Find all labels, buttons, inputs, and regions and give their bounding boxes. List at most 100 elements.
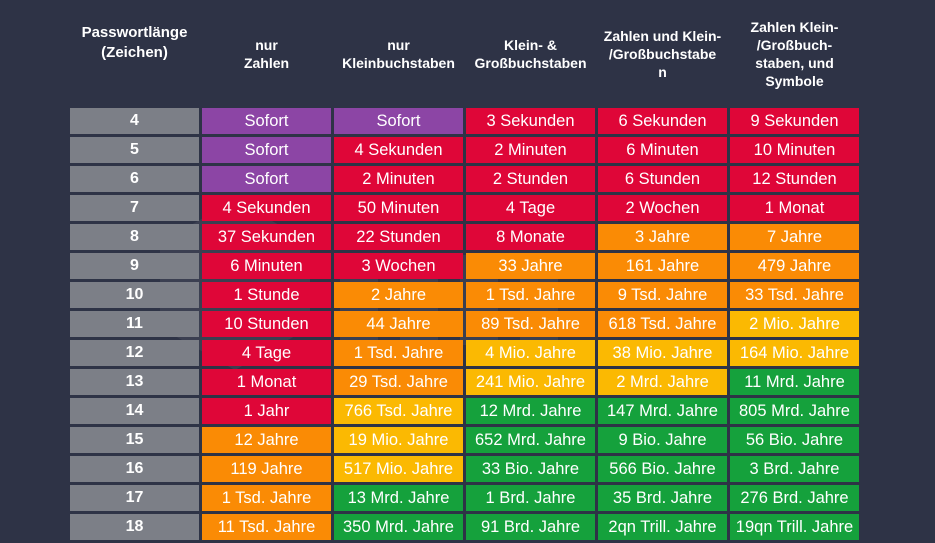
password-length-cell: 11 — [70, 311, 199, 337]
crack-time-cell: 1 Stunde — [202, 282, 331, 308]
crack-time-cell: 4 Sekunden — [334, 137, 463, 163]
crack-time-cell: 33 Bio. Jahre — [466, 456, 595, 482]
crack-time-cell: 9 Sekunden — [730, 108, 859, 134]
crack-time-cell: 766 Tsd. Jahre — [334, 398, 463, 424]
crack-time-cell: 276 Brd. Jahre — [730, 485, 859, 511]
crack-time-cell: 1 Tsd. Jahre — [334, 340, 463, 366]
crack-time-cell: 517 Mio. Jahre — [334, 456, 463, 482]
crack-time-cell: 3 Jahre — [598, 224, 727, 250]
crack-time-cell: 2 Minuten — [334, 166, 463, 192]
table-row: 18 11 Tsd. Jahre 350 Mrd. Jahre 91 Brd. Jah… — [70, 514, 859, 540]
crack-time-cell: 9 Tsd. Jahre — [598, 282, 727, 308]
crack-time-cell: 7 Jahre — [730, 224, 859, 250]
crack-time-cell: Sofort — [202, 166, 331, 192]
crack-time-cell: 4 Tage — [466, 195, 595, 221]
password-length-cell: 4 — [70, 108, 199, 134]
password-length-cell: 5 — [70, 137, 199, 163]
password-length-cell: 10 — [70, 282, 199, 308]
table-row: 16 119 Jahre 517 Mio. Jahre 33 Bio. Jahre 56… — [70, 456, 859, 482]
crack-time-cell: 9 Bio. Jahre — [598, 427, 727, 453]
crack-time-cell: 19qn Trill. Jahre — [730, 514, 859, 540]
crack-time-cell: 1 Jahr — [202, 398, 331, 424]
crack-time-cell: 3 Brd. Jahre — [730, 456, 859, 482]
crack-time-cell: 164 Mio. Jahre — [730, 340, 859, 366]
crack-time-cell: 2 Stunden — [466, 166, 595, 192]
crack-time-cell: 33 Jahre — [466, 253, 595, 279]
crack-time-cell: 33 Tsd. Jahre — [730, 282, 859, 308]
password-length-cell: 17 — [70, 485, 199, 511]
header-numbers-mixed-case: Zahlen und Klein-/Großbuchstabe n — [603, 28, 722, 80]
crack-time-cell: 1 Tsd. Jahre — [466, 282, 595, 308]
crack-time-cell: 29 Tsd. Jahre — [334, 369, 463, 395]
crack-time-cell: 479 Jahre — [730, 253, 859, 279]
crack-time-cell: 1 Monat — [202, 369, 331, 395]
crack-time-cell: 6 Minuten — [598, 137, 727, 163]
password-length-cell: 14 — [70, 398, 199, 424]
crack-time-cell: 12 Stunden — [730, 166, 859, 192]
crack-time-cell: Sofort — [202, 137, 331, 163]
crack-time-cell: Sofort — [334, 108, 463, 134]
password-length-cell: 9 — [70, 253, 199, 279]
crack-time-cell: 2 Minuten — [466, 137, 595, 163]
crack-time-cell: 10 Minuten — [730, 137, 859, 163]
crack-time-cell: 11 Tsd. Jahre — [202, 514, 331, 540]
crack-time-cell: 350 Mrd. Jahre — [334, 514, 463, 540]
password-length-cell: 13 — [70, 369, 199, 395]
crack-time-cell: 2qn Trill. Jahre — [598, 514, 727, 540]
table-row: 15 12 Jahre 19 Mio. Jahre 652 Mrd. Jahre 9 B… — [70, 427, 859, 453]
crack-time-cell: 6 Sekunden — [598, 108, 727, 134]
crack-time-cell: 241 Mio. Jahre — [466, 369, 595, 395]
crack-time-cell: 12 Jahre — [202, 427, 331, 453]
crack-time-cell: 8 Monate — [466, 224, 595, 250]
password-length-cell: 18 — [70, 514, 199, 540]
header-numbers-mixed-case-symbols: Zahlen Klein-/Großbuch-staben, und Symbol… — [750, 19, 839, 89]
crack-time-cell: 10 Stunden — [202, 311, 331, 337]
table-row: 12 4 Tage 1 Tsd. Jahre 4 Mio. Jahre 38 Mio. … — [70, 340, 859, 366]
password-length-cell: 8 — [70, 224, 199, 250]
crack-time-cell: 44 Jahre — [334, 311, 463, 337]
table-row: 11 10 Stunden 44 Jahre 89 Tsd. Jahre 618 Tsd… — [70, 311, 859, 337]
crack-time-cell: 50 Minuten — [334, 195, 463, 221]
crack-time-cell: 6 Stunden — [598, 166, 727, 192]
crack-time-cell: 3 Sekunden — [466, 108, 595, 134]
table-row: 6 Sofort 2 Minuten 2 Stunden 6 Stunden 12 Stu… — [70, 166, 859, 192]
crack-time-cell: 147 Mrd. Jahre — [598, 398, 727, 424]
crack-time-cell: 19 Mio. Jahre — [334, 427, 463, 453]
crack-time-cell: 6 Minuten — [202, 253, 331, 279]
password-length-cell: 16 — [70, 456, 199, 482]
header-row: Passwortlänge (Zeichen) nur Zahlen nur Klei… — [70, 3, 859, 105]
crack-time-cell: 3 Wochen — [334, 253, 463, 279]
table-row: 10 1 Stunde 2 Jahre 1 Tsd. Jahre 9 Tsd. Jahr… — [70, 282, 859, 308]
crack-time-cell: 618 Tsd. Jahre — [598, 311, 727, 337]
password-length-cell: 7 — [70, 195, 199, 221]
crack-time-cell: 2 Wochen — [598, 195, 727, 221]
crack-time-cell: 38 Mio. Jahre — [598, 340, 727, 366]
table-row: 5 Sofort 4 Sekunden 2 Minuten 6 Minuten 10 Mi… — [70, 137, 859, 163]
crack-time-cell: 11 Mrd. Jahre — [730, 369, 859, 395]
crack-time-cell: 35 Brd. Jahre — [598, 485, 727, 511]
crack-time-cell: 566 Bio. Jahre — [598, 456, 727, 482]
crack-time-cell: 1 Brd. Jahre — [466, 485, 595, 511]
crack-time-cell: 12 Mrd. Jahre — [466, 398, 595, 424]
crack-time-cell: 4 Tage — [202, 340, 331, 366]
crack-time-cell: 91 Brd. Jahre — [466, 514, 595, 540]
crack-time-cell: 4 Sekunden — [202, 195, 331, 221]
table-row: 8 37 Sekunden 22 Stunden 8 Monate 3 Jahre 7 J… — [70, 224, 859, 250]
table-row: 4 Sofort Sofort 3 Sekunden 6 Sekunden 9 Sekun… — [70, 108, 859, 134]
crack-time-cell: 4 Mio. Jahre — [466, 340, 595, 366]
password-crack-time-table: Passwortlänge (Zeichen) nur Zahlen nur Klei… — [67, 0, 862, 543]
crack-time-cell: 2 Jahre — [334, 282, 463, 308]
crack-time-cell: 161 Jahre — [598, 253, 727, 279]
table-body: 4 Sofort Sofort 3 Sekunden 6 Sekunden 9 Sekun… — [70, 108, 859, 540]
password-length-cell: 6 — [70, 166, 199, 192]
crack-time-cell: 13 Mrd. Jahre — [334, 485, 463, 511]
crack-time-cell: 2 Mio. Jahre — [730, 311, 859, 337]
crack-time-cell: 805 Mrd. Jahre — [730, 398, 859, 424]
crack-time-cell: 22 Stunden — [334, 224, 463, 250]
table-row: 14 1 Jahr 766 Tsd. Jahre 12 Mrd. Jahre 147 M… — [70, 398, 859, 424]
crack-time-cell: 56 Bio. Jahre — [730, 427, 859, 453]
header-lowercase-only: nur Kleinbuchstaben — [342, 37, 455, 71]
crack-time-cell: 119 Jahre — [202, 456, 331, 482]
